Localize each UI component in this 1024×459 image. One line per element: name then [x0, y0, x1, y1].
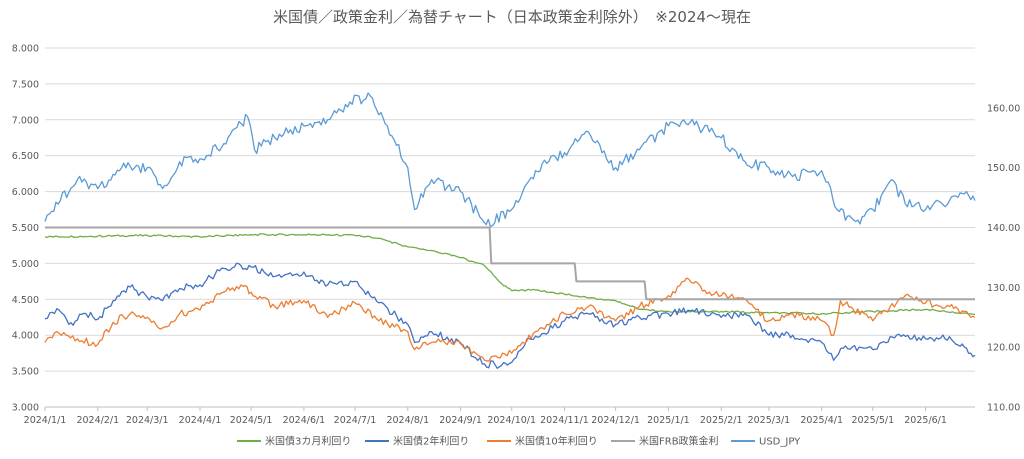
y-left-tick-label: 4.000: [12, 331, 39, 342]
x-tick-label: 2025/3/1: [748, 415, 791, 426]
x-tick-label: 2025/4/1: [800, 415, 843, 426]
series-line-3: [45, 226, 975, 301]
x-tick-label: 2024/3/1: [126, 415, 169, 426]
y-right-tick-label: 120.00: [987, 343, 1020, 354]
x-tick-label: 2024/2/1: [76, 415, 119, 426]
chart-title: 米国債／政策金利／為替チャート（日本政策金利除外） ※2024～現在: [273, 8, 751, 26]
x-tick-label: 2024/1/1: [24, 415, 67, 426]
x-tick-label: 2025/6/1: [904, 415, 947, 426]
y-left-tick-label: 8.000: [12, 44, 39, 55]
y-right-tick-label: 130.00: [987, 283, 1020, 294]
left-axis-ticks: 3.000 3.500 4.000 4.500 5.000 5.500 6.000 6.500…: [12, 44, 39, 414]
x-tick-label: 2024/6/1: [283, 415, 326, 426]
legend-label: 米国債10年利回り: [515, 435, 598, 448]
legend-label: USD_JPY: [759, 437, 801, 448]
legend-label: 米国債2年利回り: [393, 435, 469, 448]
x-tick-label: 2025/1/1: [647, 415, 690, 426]
x-tick-label: 2024/4/1: [179, 415, 222, 426]
legend-label: 米国債3カ月利回り: [265, 435, 351, 448]
legend: 米国債3カ月利回り 米国債2年利回り 米国債10年利回り 米国FRB政策金利 USD_J…: [237, 435, 801, 448]
y-left-tick-label: 5.000: [12, 259, 39, 270]
x-tick-label: 2024/12/1: [591, 415, 640, 426]
y-left-tick-label: 7.000: [12, 115, 39, 126]
x-tick-label: 2024/9/1: [439, 415, 482, 426]
series-line-4: [44, 92, 976, 228]
x-axis-ticks: 2024/1/1 2024/2/1 2024/3/1 2024/4/1 2024/5/1…: [24, 407, 947, 426]
series-line-1: [44, 262, 976, 369]
y-right-tick-label: 140.00: [987, 223, 1020, 234]
y-left-tick-label: 3.500: [12, 367, 39, 378]
x-tick-label: 2024/11/1: [540, 415, 589, 426]
y-left-tick-label: 7.500: [12, 79, 39, 90]
legend-label: 米国FRB政策金利: [639, 435, 719, 448]
y-right-tick-label: 150.00: [987, 163, 1020, 174]
x-tick-label: 2024/5/1: [230, 415, 273, 426]
x-tick-label: 2024/10/1: [487, 415, 536, 426]
y-left-tick-label: 6.000: [12, 187, 39, 198]
x-tick-label: 2025/5/1: [851, 415, 894, 426]
x-tick-label: 2024/8/1: [386, 415, 429, 426]
x-tick-label: 2024/7/1: [334, 415, 377, 426]
series-line-0: [44, 233, 975, 316]
y-right-tick-label: 160.00: [987, 103, 1020, 114]
series-lines: [44, 92, 976, 369]
x-tick-label: 2025/2/1: [700, 415, 743, 426]
y-left-tick-label: 4.500: [12, 295, 39, 306]
right-axis-ticks: 110.00 120.00 130.00 140.00 150.00 160.00: [987, 103, 1020, 413]
y-left-tick-label: 6.500: [12, 151, 39, 162]
y-left-tick-label: 5.500: [12, 223, 39, 234]
series-line-2: [44, 277, 976, 362]
y-left-tick-label: 3.000: [12, 403, 39, 414]
y-right-tick-label: 110.00: [987, 403, 1020, 414]
